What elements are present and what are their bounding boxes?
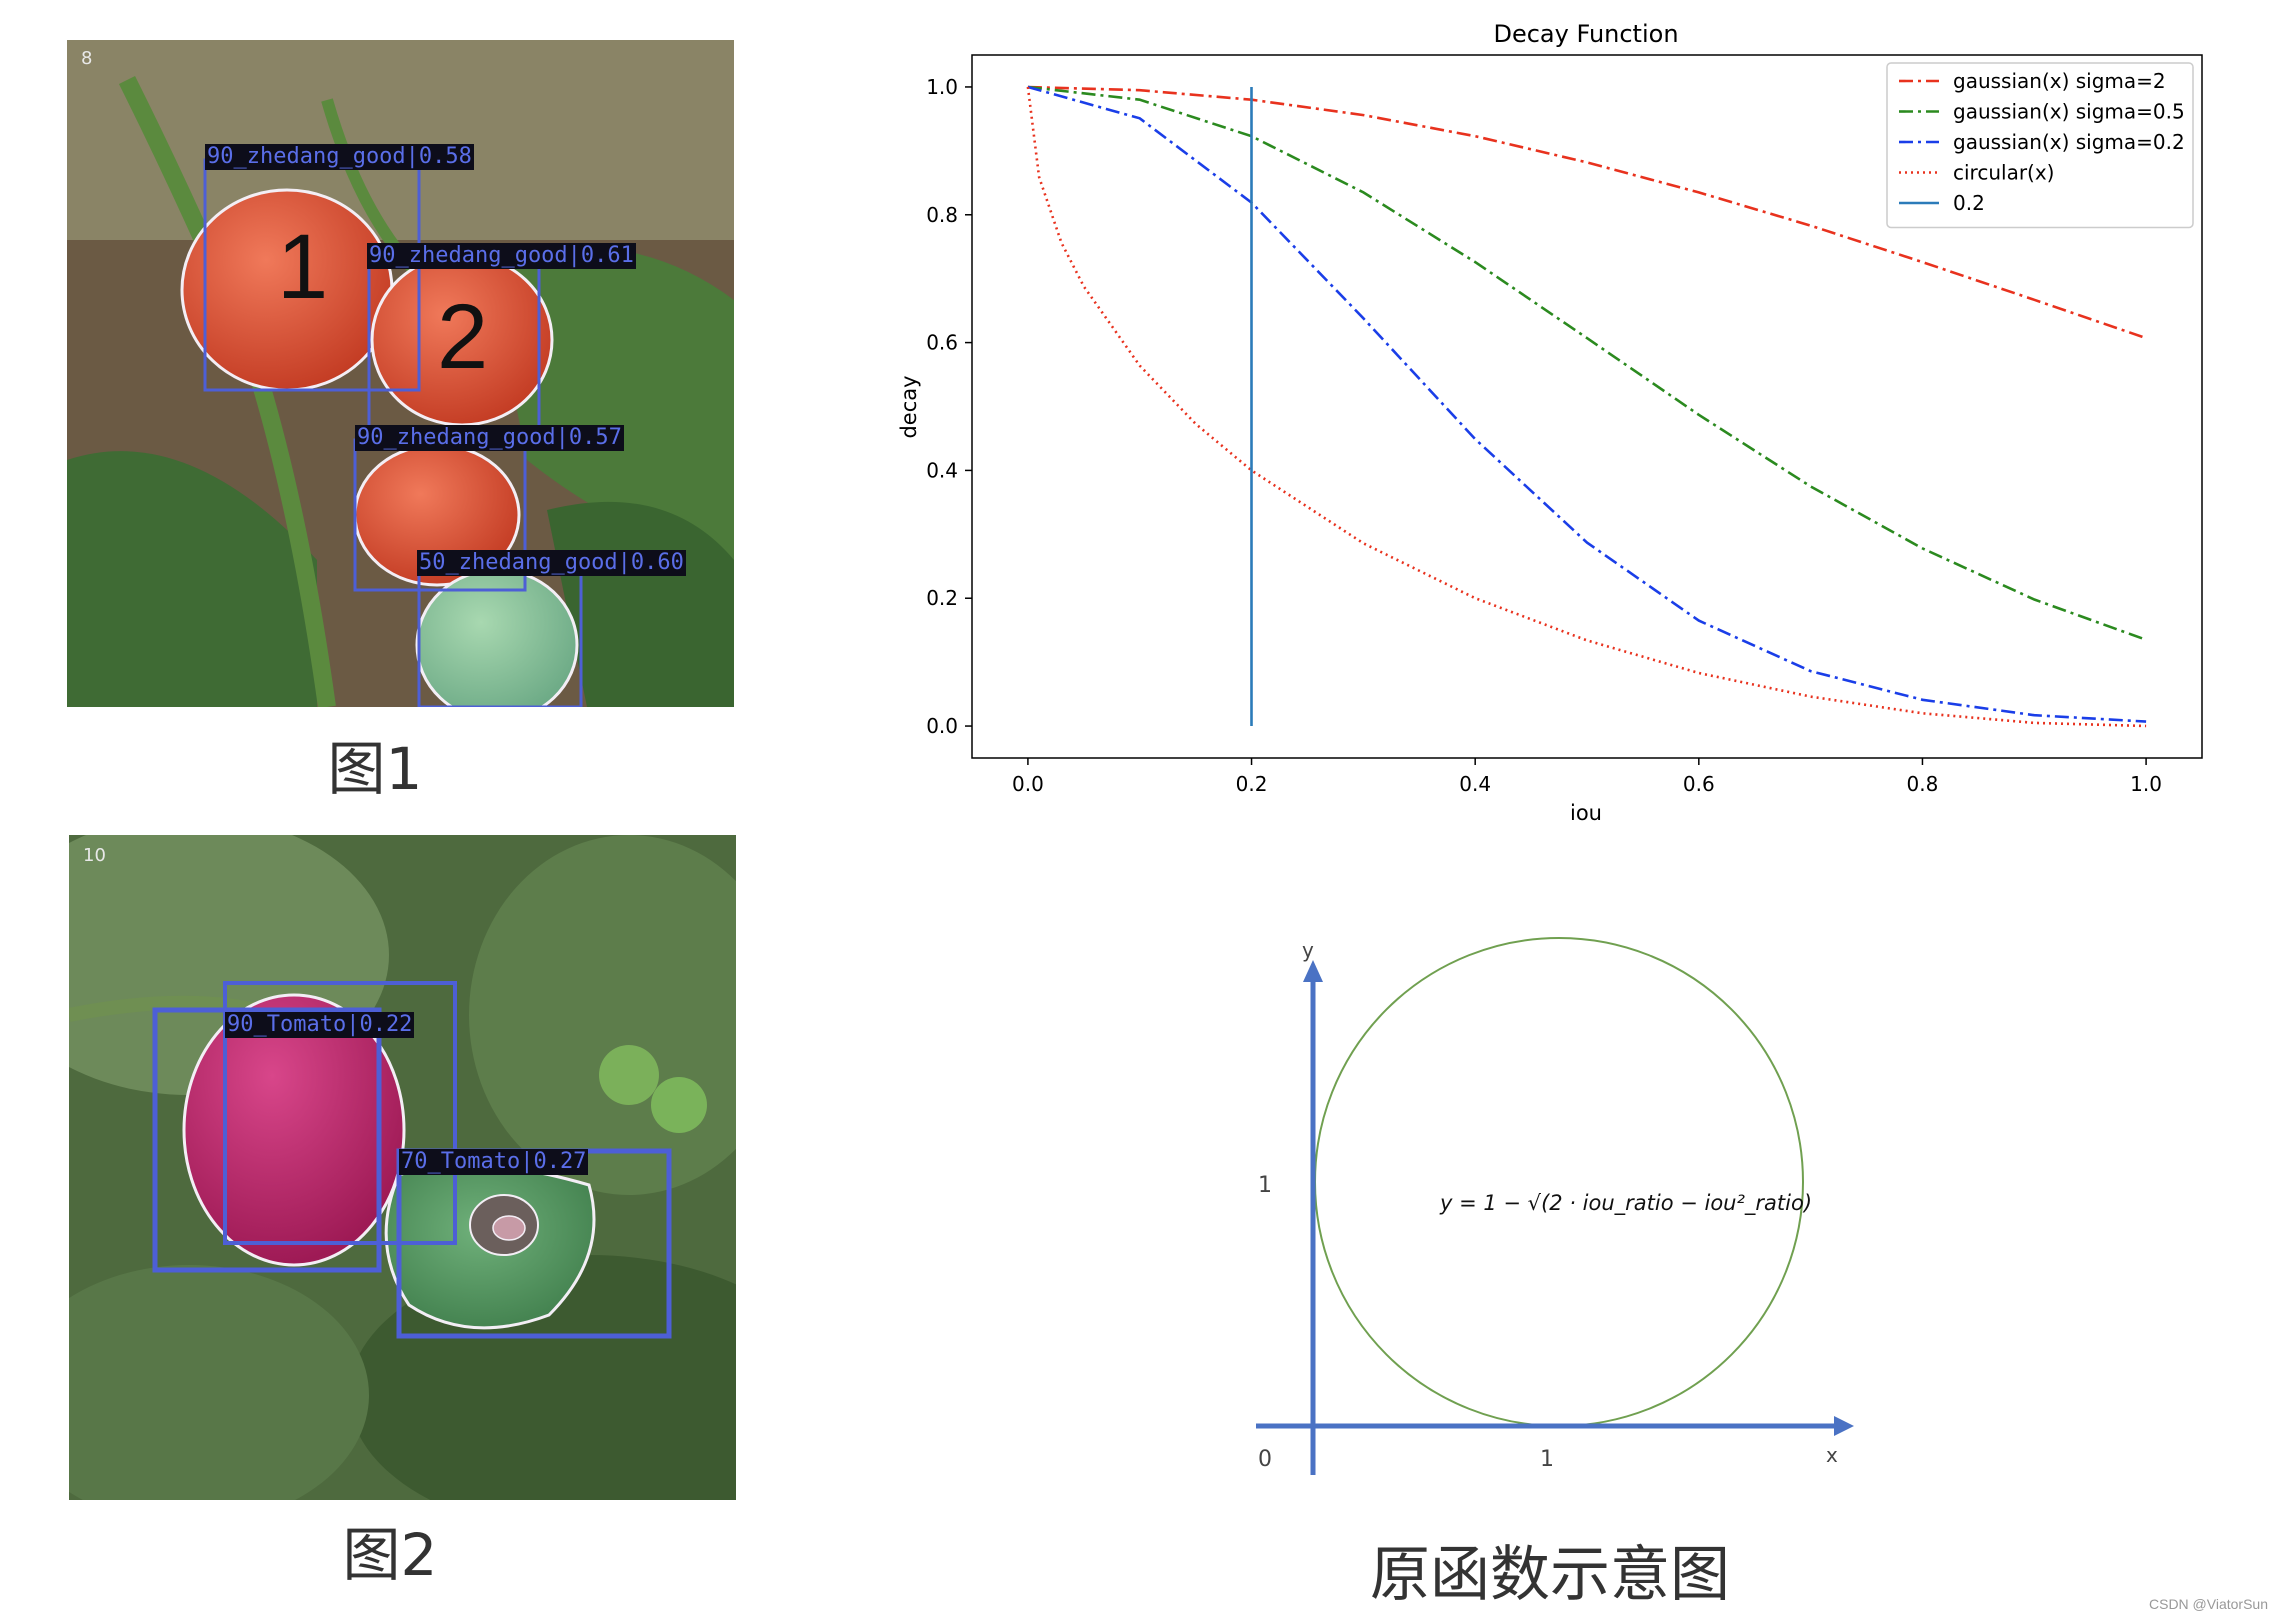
x-tick-label: 0.2	[1236, 772, 1268, 796]
diagram-caption: 原函数示意图	[1370, 1540, 1730, 1610]
watermark: CSDN @ViatorSun	[2149, 1596, 2268, 1612]
detection-label: 50_zhedang_good|0.60	[417, 550, 686, 576]
x-axis-ticks: 0.0 0.2 0.4 0.6 0.8 1.0	[1012, 758, 2162, 796]
y-tick-label: 1.0	[926, 75, 958, 99]
y-axis-arrow-icon	[1303, 960, 1323, 982]
x-tick-label: 1.0	[2130, 772, 2162, 796]
y-axis-ticks: 0.0 0.2 0.4 0.6 0.8 1.0	[926, 75, 972, 738]
decay-function-chart: Decay Function 0.0 0.2 0.4 0.6 0.8 1.0 0.0 0.2…	[897, 20, 2203, 825]
legend-label: circular(x)	[1953, 161, 2054, 185]
x-tick-label: 0.4	[1459, 772, 1491, 796]
frame-id: 8	[81, 48, 93, 69]
x-tick-label: 0.0	[1012, 772, 1044, 796]
series-line-2	[1027, 85, 2147, 723]
y-tick-label: 0.6	[926, 331, 958, 355]
unit-circle	[1314, 937, 1804, 1427]
legend-label: gaussian(x) sigma=2	[1953, 69, 2166, 93]
detection-label: 90_zhedang_good|0.58	[205, 144, 474, 170]
function-sketch-diagram: y x 0 1 1 y = 1 − √(2 · iou_ratio − iou²…	[1256, 937, 1854, 1475]
legend-label: 0.2	[1953, 191, 1985, 215]
figure2-photo: 10 90_Tomato|0.22 70_Tomato|0.27	[69, 835, 736, 1500]
formula: y = 1 − √(2 · iou_ratio − iou²_ratio)	[1439, 1191, 1812, 1216]
y-tick-label: 1	[1258, 1173, 1272, 1198]
figure2-caption: 图2	[342, 1521, 438, 1589]
figure1-caption: 图1	[327, 735, 423, 803]
y-tick-label: 0.8	[926, 203, 958, 227]
figure1-photo: 8 1 2 90_zhedang_good|0.58 90_zhedang_go…	[67, 40, 734, 707]
tomato-number-2: 2	[437, 286, 489, 388]
chart-legend: gaussian(x) sigma=2 gaussian(x) sigma=0.5…	[1886, 62, 2194, 229]
legend-label: gaussian(x) sigma=0.2	[1953, 130, 2185, 154]
x-axis-name: x	[1826, 1443, 1838, 1467]
detection-box	[223, 981, 457, 1245]
legend-box	[1886, 62, 2194, 229]
x-axis-label: iou	[1570, 801, 1602, 825]
y-tick-label: 0.2	[926, 586, 958, 610]
legend-label: gaussian(x) sigma=0.5	[1953, 100, 2185, 124]
x-axis-arrow-icon	[1834, 1416, 1854, 1436]
series-layer	[1026, 85, 2147, 728]
y-tick-label: 0.4	[926, 458, 958, 482]
detection-box	[152, 1007, 382, 1273]
y-axis-label: decay	[897, 375, 921, 438]
chart-title: Decay Function	[1493, 20, 1678, 48]
x-tick-label: 0.6	[1683, 772, 1715, 796]
detection-label: 90_Tomato|0.22	[225, 1012, 415, 1038]
plot-area-frame	[971, 54, 2203, 759]
origin-label: 0	[1258, 1447, 1272, 1472]
x-tick-label: 0.8	[1907, 772, 1939, 796]
figure1-scene	[67, 40, 734, 707]
series-line-0	[1027, 85, 2147, 340]
tomato-number-1: 1	[277, 216, 329, 318]
detection-label: 90_zhedang_good|0.61	[367, 243, 636, 269]
detection-label: 70_Tomato|0.27	[399, 1149, 589, 1175]
detection-label: 90_zhedang_good|0.57	[355, 425, 624, 451]
y-tick-label: 0.0	[926, 714, 958, 738]
frame-id: 10	[83, 845, 106, 866]
series-line-1	[1027, 85, 2147, 642]
y-axis-name: y	[1302, 938, 1314, 962]
x-tick-label: 1	[1540, 1447, 1554, 1472]
